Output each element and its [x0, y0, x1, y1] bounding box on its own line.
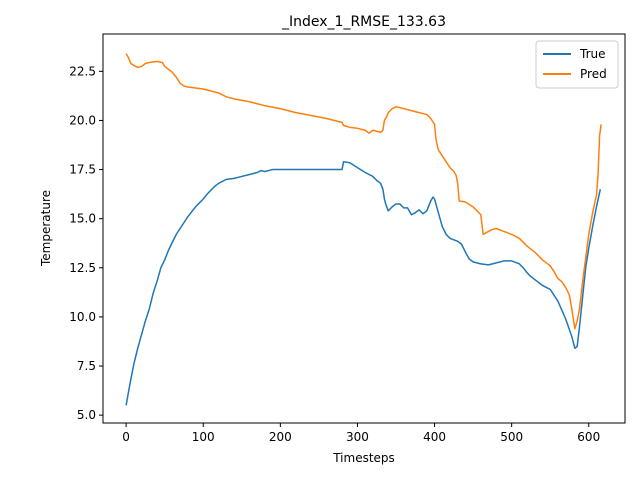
x-tick-label: 500 — [500, 430, 523, 444]
legend-label-pred: Pred — [580, 67, 607, 81]
x-tick-label: 200 — [269, 430, 292, 444]
y-axis-ticks: 5.0 7.5 10.0 12.5 15.0 17.5 20.0 22.5 — [69, 64, 103, 422]
y-axis-label: Temperature — [39, 190, 53, 267]
y-tick-label: 10.0 — [69, 310, 96, 324]
x-tick-label: 0 — [122, 430, 130, 444]
x-tick-label: 300 — [346, 430, 369, 444]
x-axis-label: Timesteps — [332, 451, 395, 465]
chart-title: _Index_1_RMSE_133.63 — [281, 14, 446, 30]
x-tick-label: 100 — [192, 430, 215, 444]
series-line-true — [125, 160, 602, 406]
x-tick-label: 600 — [577, 430, 600, 444]
x-axis-ticks: 0 100 200 300 400 500 600 — [122, 423, 600, 444]
y-tick-label: 12.5 — [69, 261, 96, 275]
x-tick-label: 400 — [423, 430, 446, 444]
legend-label-true: True — [579, 47, 606, 61]
y-tick-label: 20.0 — [69, 113, 96, 127]
plot-lines — [125, 53, 602, 406]
legend: True Pred — [535, 40, 619, 89]
y-tick-label: 22.5 — [69, 64, 96, 78]
y-tick-label: 5.0 — [77, 408, 96, 422]
y-tick-label: 17.5 — [69, 163, 96, 177]
plot-frame — [102, 33, 626, 424]
y-tick-label: 7.5 — [77, 359, 96, 373]
y-tick-label: 15.0 — [69, 212, 96, 226]
legend-box — [535, 40, 619, 89]
series-line-pred — [125, 53, 602, 330]
